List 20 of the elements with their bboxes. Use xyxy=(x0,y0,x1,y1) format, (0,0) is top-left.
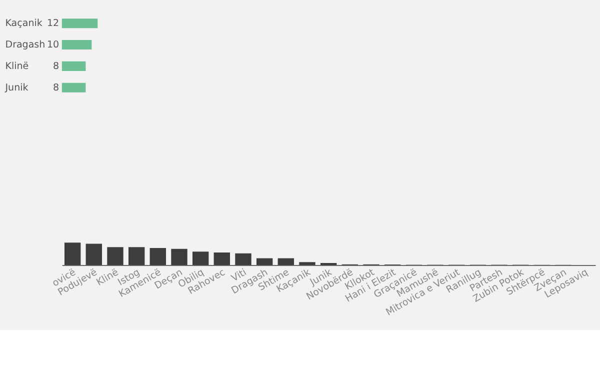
bar xyxy=(256,258,273,265)
bar xyxy=(150,248,166,265)
bar xyxy=(86,244,102,265)
y-tick-label: Klinë xyxy=(5,61,29,72)
bar xyxy=(107,247,124,265)
bar xyxy=(171,248,188,265)
bar xyxy=(192,252,209,265)
y-tick-label: Junik xyxy=(4,82,29,94)
bar xyxy=(214,252,230,265)
bar xyxy=(278,258,294,265)
data-label: 8 xyxy=(52,82,60,94)
bar xyxy=(299,262,316,265)
bar xyxy=(128,247,145,265)
bar xyxy=(235,253,252,265)
data-label: 10 xyxy=(46,40,60,51)
data-label: 8 xyxy=(52,61,60,72)
y-tick-label: Dragash xyxy=(5,40,46,51)
bar xyxy=(64,242,81,265)
data-label: 12 xyxy=(46,18,60,30)
y-tick-label: Kaçanik xyxy=(5,18,43,30)
